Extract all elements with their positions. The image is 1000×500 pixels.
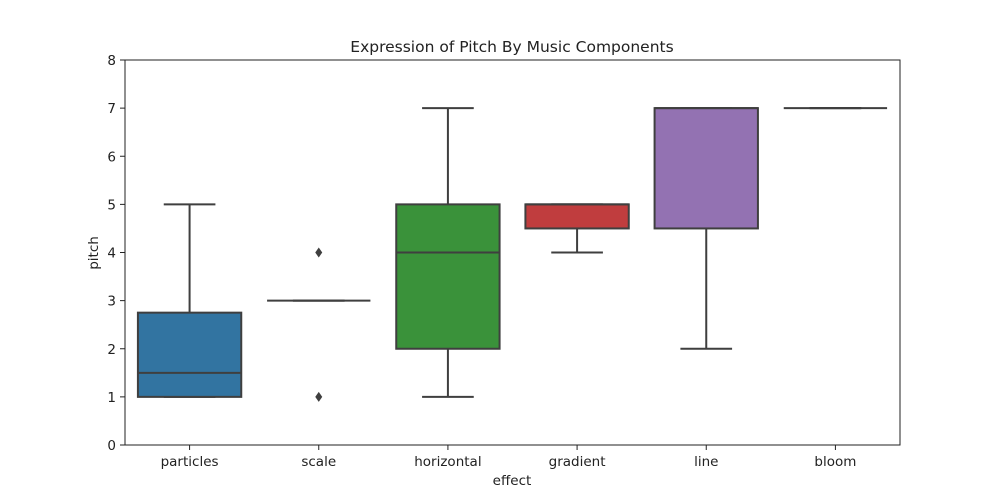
box-line [653,107,759,350]
box-gradient [524,203,630,254]
x-tick-label-horizontal: horizontal [414,454,481,470]
y-axis-label: pitch [86,236,102,270]
plot-area [124,59,901,446]
x-axis: particles scale horizontal gradient line bloo… [161,445,856,470]
chart-title: Expression of Pitch By Music Components [350,38,673,56]
box-horizontal [395,107,501,398]
y-tick-label: 5 [107,197,116,213]
y-tick-label: 2 [107,342,116,358]
y-tick-label: 1 [107,390,116,406]
x-tick-label-line: line [694,454,718,470]
box-particles [136,203,243,398]
box-iqr [136,311,243,398]
y-axis: 0 1 2 3 4 5 6 7 8 [107,53,125,454]
x-axis-label: effect [493,473,532,489]
x-tick-label-scale: scale [301,454,336,470]
x-tick-label-gradient: gradient [549,454,606,470]
y-tick-label: 8 [107,53,116,69]
y-tick-label: 0 [107,438,116,454]
outlier-point [315,247,323,258]
box-iqr [524,203,630,230]
box-iqr [395,203,501,350]
y-tick-label: 3 [107,294,116,310]
outlier-point [315,391,323,402]
box-iqr [653,107,759,230]
y-tick-label: 7 [107,101,116,117]
x-tick-label-particles: particles [161,454,219,470]
box-scale [267,247,371,402]
x-tick-label-bloom: bloom [814,454,856,470]
y-tick-label: 4 [107,246,116,262]
y-tick-label: 6 [107,149,116,165]
